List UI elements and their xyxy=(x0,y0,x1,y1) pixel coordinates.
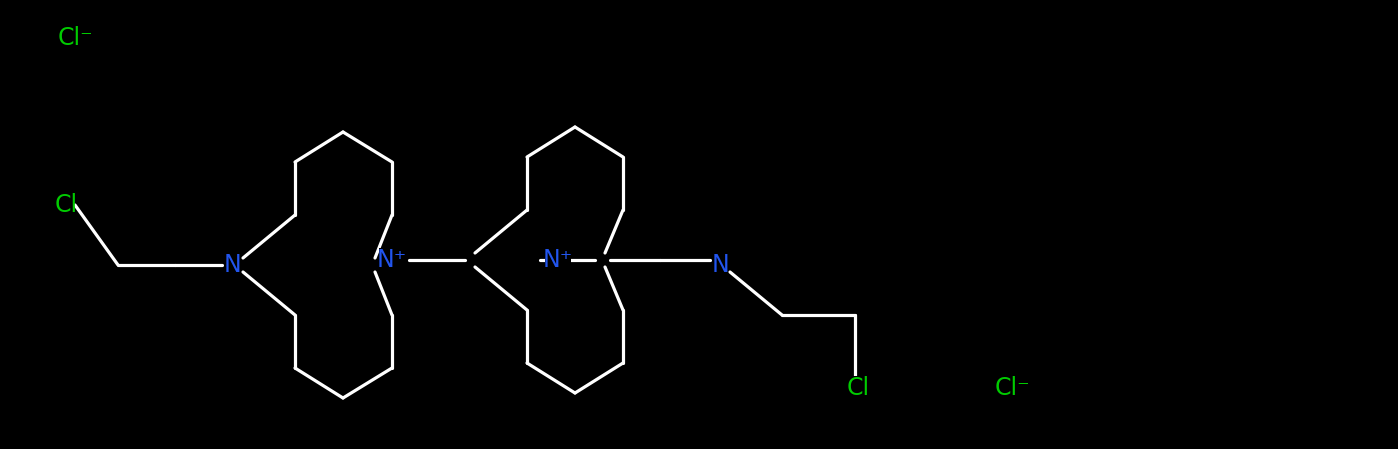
Text: Cl⁻: Cl⁻ xyxy=(995,376,1030,400)
Bar xyxy=(39,26,77,50)
Text: Cl: Cl xyxy=(55,193,78,217)
Bar xyxy=(976,376,1014,400)
Bar xyxy=(844,376,871,400)
Text: Cl⁻: Cl⁻ xyxy=(57,26,94,50)
Text: N⁺: N⁺ xyxy=(542,248,573,272)
Bar xyxy=(545,248,570,272)
Text: N⁺: N⁺ xyxy=(377,248,407,272)
Bar xyxy=(225,253,239,277)
Bar xyxy=(379,248,405,272)
Text: N: N xyxy=(224,253,240,277)
Text: N: N xyxy=(712,253,728,277)
Bar xyxy=(713,253,727,277)
Text: Cl: Cl xyxy=(846,376,870,400)
Bar xyxy=(42,193,69,217)
